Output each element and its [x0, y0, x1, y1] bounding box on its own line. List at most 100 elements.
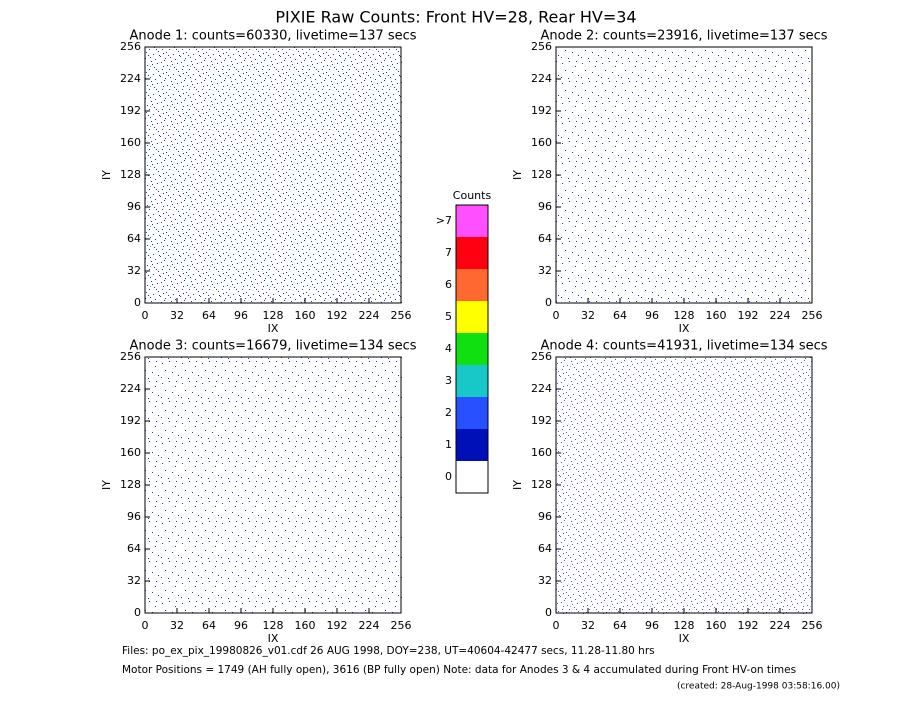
y-tick-label: 32: [127, 264, 141, 277]
colorbar-box: [456, 429, 488, 461]
x-tick-label: 256: [391, 309, 412, 322]
x-tick-label: 32: [170, 619, 184, 632]
x-axis-label: IX: [679, 322, 690, 335]
colorbar-title: Counts: [453, 189, 492, 202]
y-tick-label: 32: [538, 264, 552, 277]
footer-line: Motor Positions = 1749 (AH fully open), …: [122, 664, 796, 676]
x-tick-label: 192: [738, 309, 759, 322]
colorbar-label: 7: [445, 246, 452, 259]
y-tick-label: 128: [120, 478, 141, 491]
colorbar-label: 3: [445, 374, 452, 387]
x-tick-label: 64: [202, 619, 216, 632]
panel-title: Anode 2: counts=23916, livetime=137 secs: [540, 29, 827, 44]
y-tick-label: 0: [545, 606, 552, 619]
x-tick-label: 160: [295, 619, 316, 632]
colorbar-label: 5: [445, 310, 452, 323]
x-tick-label: 32: [581, 619, 595, 632]
colorbar-box: [456, 461, 488, 493]
colorbar-box: [456, 333, 488, 365]
y-tick-label: 32: [127, 574, 141, 587]
x-tick-label: 192: [327, 619, 348, 632]
y-tick-label: 64: [127, 542, 141, 555]
y-axis-label: IY: [100, 170, 113, 180]
colorbar-label: >7: [436, 214, 452, 227]
y-tick-label: 160: [531, 446, 552, 459]
y-tick-label: 160: [531, 136, 552, 149]
y-tick-label: 192: [120, 104, 141, 117]
y-tick-label: 224: [120, 382, 141, 395]
y-tick-label: 64: [538, 232, 552, 245]
y-tick-label: 256: [120, 40, 141, 53]
x-tick-label: 224: [359, 619, 380, 632]
colorbar-label: 2: [445, 406, 452, 419]
colorbar-box: [456, 397, 488, 429]
x-axis-label: IX: [679, 632, 690, 645]
x-tick-label: 256: [391, 619, 412, 632]
y-tick-label: 64: [538, 542, 552, 555]
x-tick-label: 96: [645, 309, 659, 322]
x-tick-label: 256: [802, 619, 823, 632]
x-tick-label: 0: [553, 309, 560, 322]
x-tick-label: 0: [553, 619, 560, 632]
x-tick-label: 64: [613, 309, 627, 322]
x-tick-label: 0: [142, 619, 149, 632]
y-tick-label: 256: [531, 40, 552, 53]
colorbar-box: [456, 205, 488, 237]
y-tick-label: 96: [538, 510, 552, 523]
y-tick-label: 0: [134, 296, 141, 309]
page-title: PIXIE Raw Counts: Front HV=28, Rear HV=3…: [275, 8, 636, 27]
panel-title: Anode 1: counts=60330, livetime=137 secs: [129, 29, 416, 44]
x-tick-label: 96: [234, 619, 248, 632]
x-tick-label: 64: [202, 309, 216, 322]
y-tick-label: 128: [531, 478, 552, 491]
y-axis-label: IY: [511, 480, 524, 490]
counts-texture: [145, 47, 402, 303]
y-axis-label: IY: [100, 480, 113, 490]
y-tick-label: 128: [120, 168, 141, 181]
x-tick-label: 224: [770, 619, 791, 632]
y-tick-label: 64: [127, 232, 141, 245]
colorbar-box: [456, 301, 488, 333]
x-tick-label: 256: [802, 309, 823, 322]
y-tick-label: 96: [127, 510, 141, 523]
x-tick-label: 128: [263, 619, 284, 632]
y-tick-label: 160: [120, 446, 141, 459]
colorbar-box: [456, 237, 488, 269]
x-tick-label: 32: [170, 309, 184, 322]
x-axis-label: IX: [268, 632, 279, 645]
x-tick-label: 160: [295, 309, 316, 322]
colorbar-box: [456, 269, 488, 301]
y-tick-label: 96: [538, 200, 552, 213]
y-tick-label: 0: [134, 606, 141, 619]
y-tick-label: 224: [120, 72, 141, 85]
colorbar-label: 0: [445, 470, 452, 483]
y-axis-label: IY: [511, 170, 524, 180]
colorbar-frame: [455, 204, 489, 494]
colorbar-label: 6: [445, 278, 452, 291]
x-axis-label: IX: [268, 322, 279, 335]
created-note: (created: 28-Aug-1998 03:58:16.00): [677, 682, 840, 692]
y-tick-label: 256: [120, 350, 141, 363]
x-tick-label: 192: [738, 619, 759, 632]
x-tick-label: 96: [234, 309, 248, 322]
y-tick-label: 192: [531, 104, 552, 117]
colorbar-label: 1: [445, 438, 452, 451]
x-tick-label: 128: [674, 619, 695, 632]
y-tick-label: 224: [531, 382, 552, 395]
colorbar-label: 4: [445, 342, 452, 355]
x-tick-label: 128: [674, 309, 695, 322]
panel-title: Anode 3: counts=16679, livetime=134 secs: [129, 339, 416, 354]
y-tick-label: 32: [538, 574, 552, 587]
y-tick-label: 192: [531, 414, 552, 427]
x-tick-label: 96: [645, 619, 659, 632]
x-tick-label: 192: [327, 309, 348, 322]
y-tick-label: 192: [120, 414, 141, 427]
y-tick-label: 96: [127, 200, 141, 213]
x-tick-label: 0: [142, 309, 149, 322]
x-tick-label: 32: [581, 309, 595, 322]
panel-title: Anode 4: counts=41931, livetime=134 secs: [540, 339, 827, 354]
counts-texture: [556, 357, 812, 614]
x-tick-label: 64: [613, 619, 627, 632]
y-tick-label: 0: [545, 296, 552, 309]
